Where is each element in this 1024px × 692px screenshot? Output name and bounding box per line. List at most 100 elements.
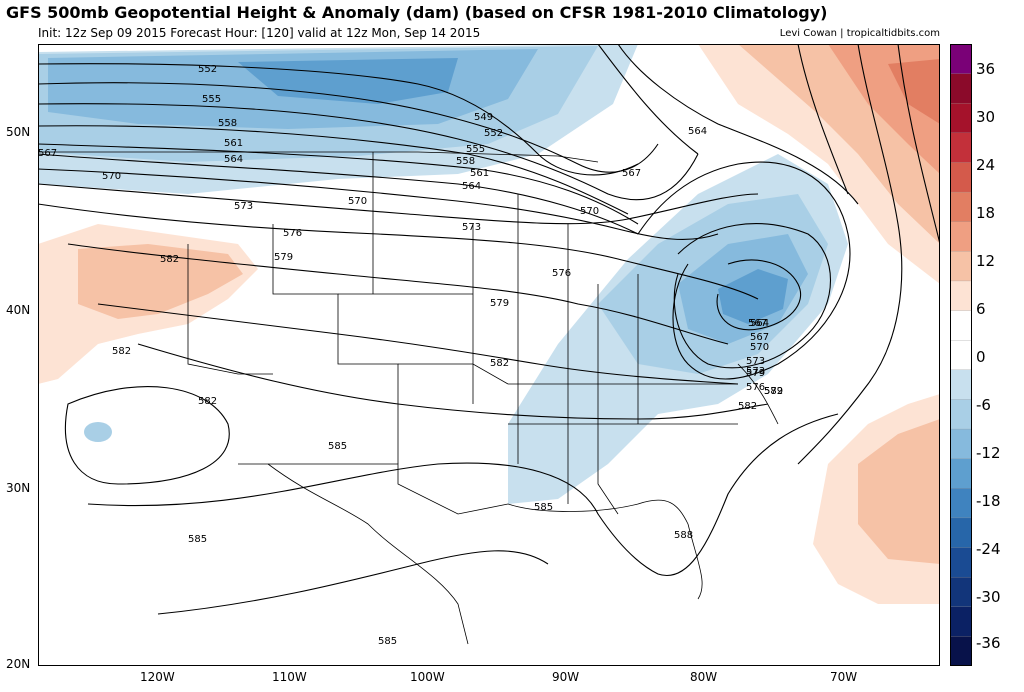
contour-label: 588 (674, 530, 693, 541)
anomaly-positive-southeast-mid (858, 419, 940, 564)
anomaly-map: 552 555 558 561 564 567 570 573 576 579 … (38, 44, 940, 666)
colorbar-label: 36 (976, 60, 996, 78)
contour-label: 579 (490, 298, 509, 309)
colorbar-swatch (950, 162, 972, 193)
colorbar-swatch (950, 369, 972, 401)
colorbar-swatch (950, 606, 972, 638)
colorbar-swatch (950, 103, 972, 134)
contour-label: 579 (746, 368, 765, 379)
contour-label: 567 (38, 148, 57, 159)
contour-label: 567 (622, 168, 641, 179)
colorbar-border (950, 44, 972, 666)
lat-label: 50N (6, 125, 31, 139)
contour-label: 552 (198, 64, 217, 75)
anomaly-positive-west-mid (78, 244, 243, 319)
contour-label: 585 (188, 534, 207, 545)
contour-label: 555 (202, 94, 221, 105)
contour-label: 573 (746, 366, 765, 377)
contour-label: 558 (456, 156, 475, 167)
colorbar-swatch (950, 132, 972, 164)
colorbar-swatch (950, 636, 972, 666)
colorbar-label: 6 (976, 300, 986, 318)
lat-label: 40N (6, 303, 31, 317)
colorbar-label: 18 (976, 204, 996, 222)
contour-label: 582 (160, 254, 179, 265)
contour-label: 564 (462, 181, 481, 192)
contour-label: 573 (234, 201, 253, 212)
colorbar-swatch (950, 221, 972, 252)
contour-label: 582 (112, 346, 131, 357)
colorbar-swatch (950, 280, 972, 312)
contour-label: 570 (580, 206, 599, 217)
contour-label: 576 (283, 228, 302, 239)
colorbar-swatch (950, 576, 972, 608)
colorbar-label: 12 (976, 252, 996, 270)
colorbar-swatch (950, 73, 972, 104)
contour-label: 564 (750, 318, 769, 329)
contour-label: 585 (328, 441, 347, 452)
contour-label: 561 (224, 138, 243, 149)
contour-label: 549 (474, 112, 493, 123)
map-title: GFS 500mb Geopotential Height & Anomaly … (6, 3, 828, 22)
colorbar-swatch (950, 428, 972, 460)
contour-label: 582 (764, 386, 783, 397)
height-contours (38, 44, 940, 615)
colorbar-swatch (950, 399, 972, 430)
colorbar-label: -36 (976, 634, 1001, 652)
colorbar-swatch (950, 488, 972, 519)
contour-label: 576 (552, 268, 571, 279)
contour-label: 576 (746, 382, 765, 393)
lon-label: 100W (410, 670, 445, 684)
contour-label: 570 (750, 342, 769, 353)
contour-label: 579 (764, 386, 783, 397)
contour-label: 564 (688, 126, 707, 137)
colorbar-swatch (950, 340, 972, 371)
contour-label: 573 (746, 356, 765, 367)
lon-label: 80W (690, 670, 718, 684)
colorbar-swatch (950, 191, 972, 223)
colorbar-label: 30 (976, 108, 996, 126)
contour-label: 585 (534, 502, 553, 513)
contour-label: 555 (466, 144, 485, 155)
colorbar-label: -6 (976, 396, 991, 414)
contour-label: 552 (484, 128, 503, 139)
contour-label: 582 (198, 396, 217, 407)
contour-label: 567 (750, 332, 769, 343)
lat-label: 30N (6, 481, 31, 495)
contour-label: 582 (490, 358, 509, 369)
map-panel[interactable]: 552 555 558 561 564 567 570 573 576 579 … (38, 44, 940, 666)
lon-label: 120W (140, 670, 175, 684)
colorbar (950, 44, 972, 666)
contour-label: 585 (378, 636, 397, 647)
contour-label: 567 (748, 318, 767, 329)
colorbar-label: -30 (976, 588, 1001, 606)
contour-label: 573 (462, 222, 481, 233)
lon-label: 70W (830, 670, 858, 684)
colorbar-swatch (950, 44, 972, 75)
anomaly-positive-northeast-core (888, 59, 940, 124)
lat-label: 20N (6, 657, 31, 671)
colorbar-swatch (950, 547, 972, 578)
anomaly-negative-small (84, 422, 112, 442)
colorbar-label: 0 (976, 348, 986, 366)
colorbar-swatch (950, 251, 972, 282)
contour-label: 570 (102, 171, 121, 182)
contour-label: 564 (224, 154, 243, 165)
map-credit: Levi Cowan | tropicaltidbits.com (779, 28, 940, 39)
lon-label: 110W (272, 670, 307, 684)
colorbar-label: -12 (976, 444, 1001, 462)
colorbar-swatch (950, 517, 972, 549)
contour-label: 561 (470, 168, 489, 179)
contour-label: 558 (218, 118, 237, 129)
contour-labels: 552 555 558 561 564 567 570 573 576 579 … (38, 64, 783, 647)
colorbar-label: -24 (976, 540, 1001, 558)
lon-label: 90W (552, 670, 580, 684)
contour-label: 579 (274, 252, 293, 263)
colorbar-swatch (950, 310, 972, 341)
colorbar-label: 24 (976, 156, 996, 174)
map-subtitle: Init: 12z Sep 09 2015 Forecast Hour: [12… (38, 26, 481, 40)
contour-label: 570 (348, 196, 367, 207)
contour-label: 582 (738, 401, 757, 412)
political-borders (38, 151, 779, 645)
colorbar-label: -18 (976, 492, 1001, 510)
